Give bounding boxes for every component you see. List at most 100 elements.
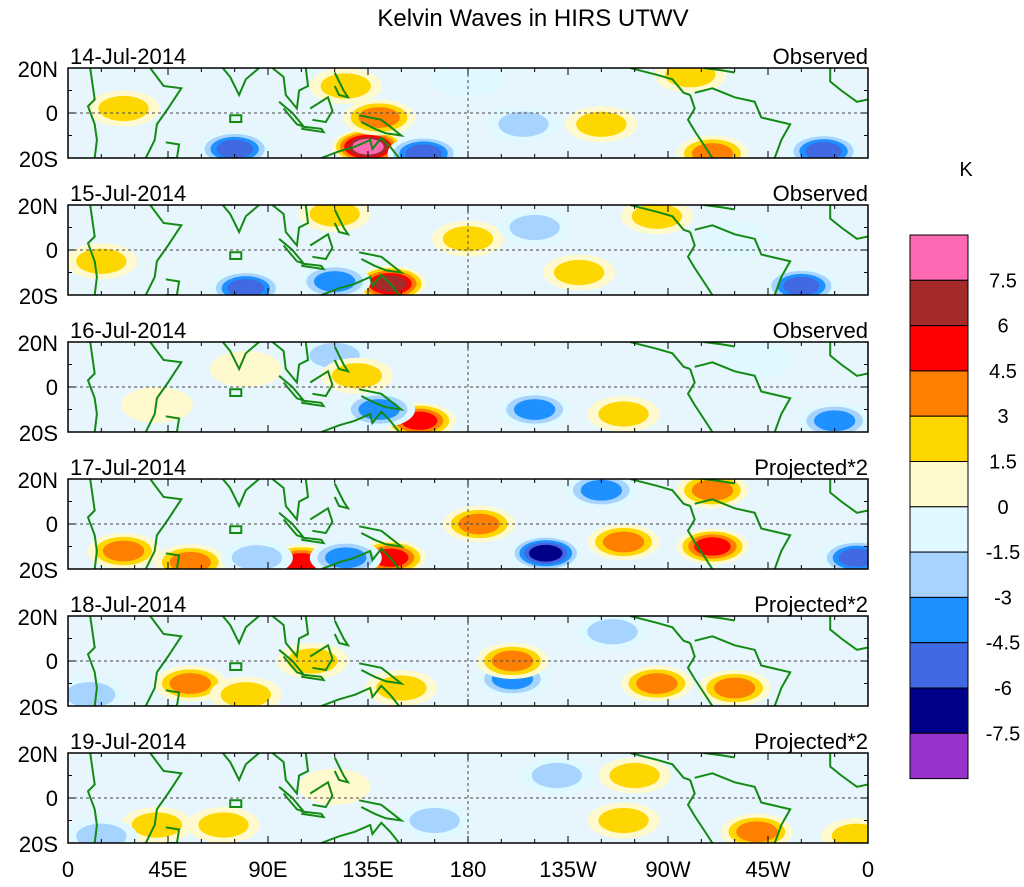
coastline-caribbean [703, 68, 735, 74]
colorbar-swatch [909, 370, 969, 417]
y-tick-label: 20N [18, 331, 58, 356]
y-tick-label: 0 [46, 101, 58, 126]
coastlines [86, 342, 868, 432]
coastline-arabia-india [190, 753, 260, 783]
coastline-south-america [694, 498, 792, 569]
x-tick-label: 135W [539, 857, 597, 882]
coastline-box [229, 251, 243, 260]
coastline-caribbean [703, 753, 735, 759]
coastline-south-america-west [686, 368, 714, 432]
panel-4: 20N 0 20S 17-Jul-2014 Projected*2 [18, 455, 869, 583]
anomaly-blob [102, 540, 145, 562]
coastline-africa-east-coast [144, 616, 184, 706]
colorbar-swatch [909, 279, 969, 327]
y-tick-label: 0 [46, 786, 58, 811]
colorbar-label: -7.5 [986, 723, 1020, 745]
anomaly-blob [458, 513, 500, 535]
anomaly-blob [831, 823, 868, 843]
panels-group: 20N 0 20S 14-Jul-2014 Observed 20N 0 20S 15-Jul-… [18, 44, 869, 857]
anomaly-blob [598, 401, 649, 427]
coastline-borneo [309, 780, 334, 809]
coastline-madagascar [165, 826, 181, 843]
coastline-box [229, 388, 243, 397]
coastline-box [229, 799, 243, 808]
anomaly-blob [838, 548, 868, 567]
colorbar-swatch [909, 234, 969, 281]
coastline-new-guinea [358, 799, 405, 823]
y-tick-label: 20S [19, 284, 58, 309]
anomaly-blob [352, 138, 384, 155]
colorbar-swatch [909, 551, 969, 598]
anomaly-blob [665, 68, 716, 88]
coastline-africa-east-coast [144, 753, 184, 843]
anomaly-blob [694, 537, 731, 556]
anomaly-blob [609, 762, 660, 789]
coastline-madagascar [165, 689, 181, 706]
anomaly-blob [713, 677, 756, 699]
coastlines [86, 753, 868, 843]
coastline-caribbean [703, 205, 735, 211]
anomaly-blob [298, 768, 371, 805]
anomaly-blob [405, 144, 442, 158]
colorbar-label: -1.5 [986, 542, 1020, 564]
colorbar-swatch [909, 506, 969, 553]
coastline-java [301, 399, 326, 408]
coastlines [86, 205, 868, 295]
coastline-java [301, 673, 326, 682]
coastline-philippines [333, 72, 351, 99]
y-tick-label: 0 [46, 512, 58, 537]
coastline-africa-east-coast [144, 479, 184, 569]
anomaly-blob [409, 807, 460, 834]
coastlines [86, 479, 868, 569]
coastline-arabia-india [190, 342, 260, 372]
coastline-new-guinea [358, 525, 405, 549]
anomaly-blob [783, 276, 820, 295]
coastline-west-africa [829, 68, 868, 103]
colorbar-label: -6 [994, 678, 1012, 700]
anomaly-blob [227, 279, 265, 295]
coastline-mexico-central-america [629, 753, 691, 781]
anomaly-blob [198, 812, 249, 838]
panel-3: 20N 0 20S 16-Jul-2014 Observed [18, 318, 869, 446]
x-axis: 0 45E 90E 135E 180 135W 90W 45W 0 [62, 857, 874, 882]
colorbar-label: -3 [994, 587, 1012, 609]
colorbar-label: 1.5 [989, 452, 1017, 474]
anomaly-blob [231, 545, 283, 569]
coastline-south-america-west [686, 642, 714, 706]
anomaly-field [68, 757, 868, 843]
colorbar-swatch [909, 415, 969, 463]
anomaly-blob [68, 682, 116, 706]
y-tick-label: 20N [18, 57, 58, 82]
anomaly-blob [529, 544, 563, 562]
anomaly-blob [813, 410, 856, 432]
panel-label: Projected*2 [754, 455, 868, 480]
coastline-borneo [309, 369, 334, 398]
y-tick-label: 20S [19, 695, 58, 720]
coastline-south-america-west [686, 505, 714, 569]
x-tick-label: 180 [450, 857, 487, 882]
colorbar-label: 0 [997, 497, 1008, 519]
coastline-africa-coast [86, 753, 98, 843]
coastline-indochina [271, 342, 310, 385]
coastline-mexico-central-america [629, 342, 691, 370]
coastline-madagascar [165, 552, 181, 569]
anomaly-blob [442, 226, 494, 252]
coastline-philippines [333, 346, 351, 373]
anomaly-blob [553, 259, 605, 286]
anomaly-blob [691, 479, 734, 501]
anomaly-blob [309, 205, 360, 227]
x-tick-label: 135E [342, 857, 393, 882]
anomaly-blob [509, 214, 560, 241]
coastline-africa-east-coast [144, 205, 184, 295]
coastline-south-america [694, 87, 792, 158]
coastline-mexico-central-america [629, 68, 691, 96]
anomaly-blob [209, 351, 282, 387]
colorbar-swatch [909, 325, 969, 372]
coastline-madagascar [165, 415, 181, 432]
coastline-africa-coast [86, 205, 98, 295]
colorbar-label: 7.5 [989, 270, 1017, 292]
coastline-west-africa [829, 753, 868, 788]
y-tick-label: 20N [18, 468, 58, 493]
coastline-west-africa [829, 479, 868, 514]
